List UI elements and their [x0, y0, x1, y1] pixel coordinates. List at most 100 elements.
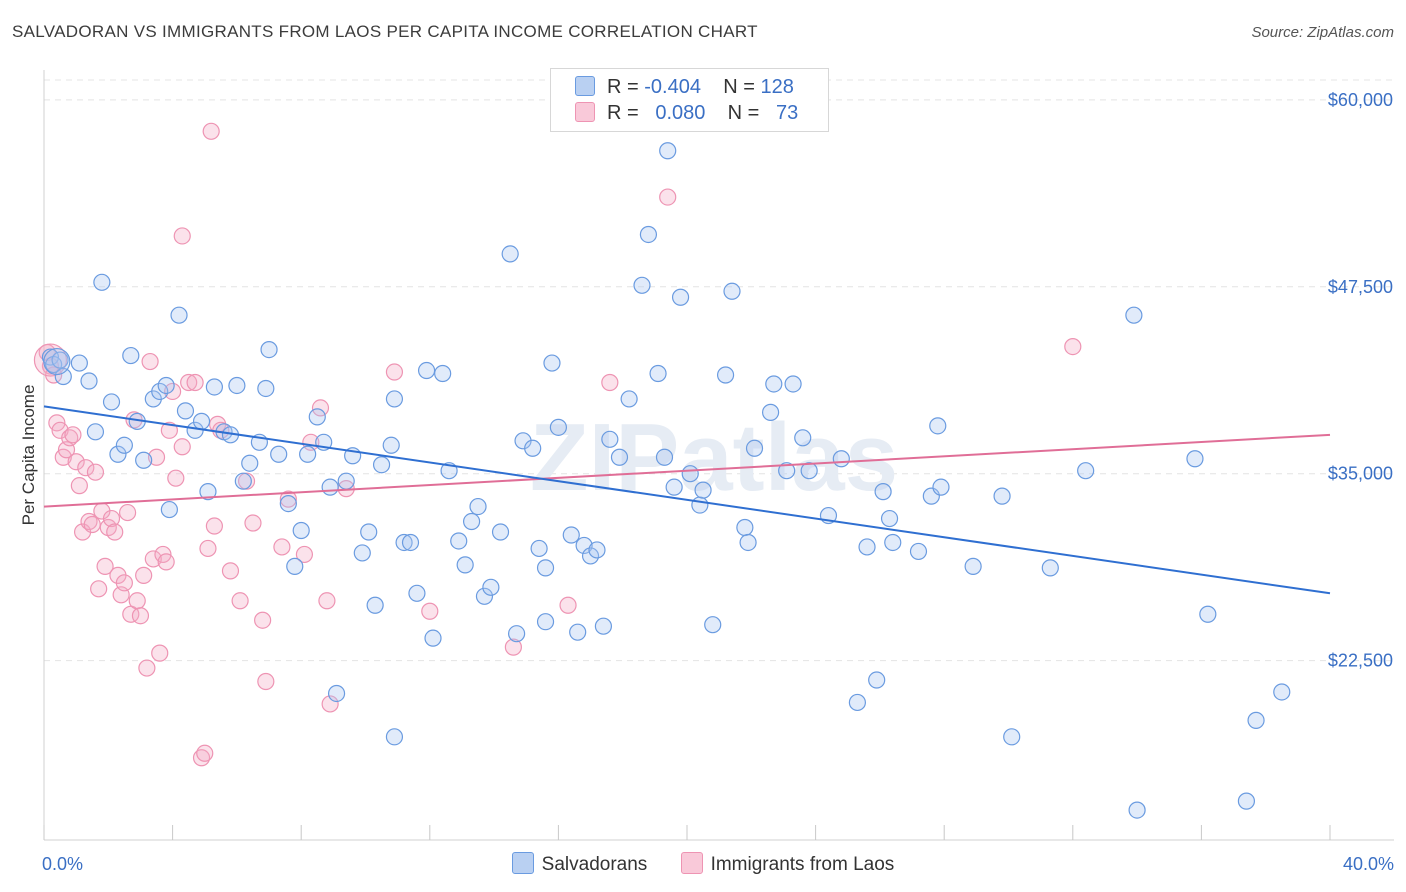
salvadoran-point: [704, 616, 722, 634]
salvadoran-point: [639, 225, 658, 244]
salvadoran-point: [469, 497, 487, 516]
salvadoran-point: [880, 509, 899, 528]
salvadoran-point: [401, 533, 420, 552]
laos-point: [160, 421, 178, 439]
salvadoran-point: [385, 390, 404, 408]
watermark: ZIPatlas: [530, 404, 898, 511]
legend-n-value: 128: [760, 76, 794, 98]
laos-point: [128, 592, 146, 610]
laos-point: [67, 453, 85, 471]
laos-point: [102, 509, 121, 528]
legend-r-value: 0.080: [655, 102, 706, 124]
laos-point: [135, 566, 153, 584]
laos-point: [385, 363, 404, 381]
legend-item-laos: Immigrants from Laos: [680, 852, 894, 876]
legend-label-salvadorans: Salvadorans: [541, 854, 648, 875]
laos-point: [559, 596, 577, 614]
laos-point: [115, 574, 133, 592]
salvadoran-point: [176, 402, 195, 420]
salvadoran-trend-line: [43, 405, 1331, 595]
salvadoran-point: [122, 346, 140, 365]
salvadoran-point: [115, 436, 133, 454]
salvadoran-point: [170, 306, 188, 324]
y-tick-label: $60,000: [1328, 90, 1393, 110]
legend-item-salvadorans: Salvadorans: [511, 852, 648, 876]
salvadoran-point: [569, 623, 587, 641]
salvadoran-point: [665, 478, 683, 496]
laos-point: [83, 515, 101, 534]
laos-point: [1064, 338, 1082, 356]
series-salvadorans-points: [41, 142, 1291, 819]
salvadoran-point: [462, 512, 481, 531]
laos-point: [273, 538, 291, 556]
legend-n-value: 73: [776, 102, 799, 124]
salvadoran-point: [858, 538, 876, 556]
salvadoran-point: [321, 478, 339, 496]
series-legend: Salvadorans Immigrants from Laos: [0, 852, 1406, 876]
salvadoran-point: [54, 367, 72, 386]
salvadoran-point: [353, 544, 371, 562]
y-axis-title: Per Capita Income: [19, 385, 38, 526]
legend-r-label: R =: [607, 76, 639, 98]
salvadoran-point: [765, 375, 783, 393]
salvadoran-point: [594, 617, 613, 635]
laos-point: [164, 382, 182, 401]
salvadoran-point: [848, 693, 866, 712]
salvadoran-point: [337, 472, 355, 490]
salvadoran-point: [257, 379, 275, 398]
salvadoran-point: [649, 364, 667, 383]
salvadoran-point: [205, 378, 223, 396]
laos-point: [157, 553, 175, 571]
y-tick-labels: $22,500 $35,000 $47,500 $60,000: [1328, 90, 1393, 671]
salvadoran-point: [832, 450, 850, 468]
x-tick-label-max: 40.0%: [1343, 854, 1394, 874]
salvadoran-point: [93, 273, 111, 291]
y-tick-label: $22,500: [1328, 651, 1393, 671]
salvadoran-point: [234, 472, 252, 490]
laos-point: [196, 744, 214, 762]
laos-point: [86, 463, 105, 481]
y-tick-label: $35,000: [1328, 464, 1393, 484]
salvadoran-point: [1077, 462, 1095, 480]
salvadoran-point: [491, 523, 510, 541]
salvadoran-point: [1125, 306, 1143, 324]
laos-point: [147, 448, 166, 466]
salvadoran-point: [327, 684, 346, 703]
laos-point: [141, 352, 159, 371]
salvadoran-point: [932, 478, 950, 496]
salvadoran-point: [929, 417, 947, 435]
laos-point: [173, 438, 191, 456]
salvadoran-point: [450, 532, 468, 550]
chart-title: SALVADORAN VS IMMIGRANTS FROM LAOS PER C…: [12, 22, 758, 41]
salvadoran-point: [581, 547, 600, 565]
salvadoran-point: [424, 629, 442, 647]
salvadoran-point: [1128, 801, 1146, 819]
salvadoran-point: [241, 454, 259, 472]
laos-point: [295, 545, 314, 564]
laos-point: [186, 373, 204, 392]
salvadoran-point: [160, 500, 178, 519]
salvadoran-point: [761, 403, 780, 421]
salvadoran-point: [1003, 728, 1021, 746]
stats-legend: R = -0.404 N = 128 R = 0.080 N = 73: [550, 68, 829, 132]
salvadoran-point: [395, 533, 413, 552]
laos-point: [131, 607, 150, 625]
salvadoran-point: [536, 559, 555, 577]
legend-r-value: -0.404: [644, 76, 701, 98]
salvadoran-point: [109, 445, 127, 463]
salvadoran-point: [909, 542, 928, 561]
salvadoran-point: [299, 445, 317, 463]
laos-point: [318, 592, 336, 610]
laos-point: [321, 695, 339, 713]
salvadoran-point: [292, 521, 310, 540]
salvadoran-point: [575, 536, 593, 555]
laos-point: [64, 426, 82, 444]
legend-swatch-pink: [680, 852, 703, 874]
laos-point: [144, 550, 162, 568]
salvadoran-point: [694, 481, 712, 499]
laos-point: [90, 580, 108, 598]
salvadoran-point: [86, 423, 105, 441]
legend-swatch-pink: [575, 102, 595, 122]
laos-point: [138, 659, 156, 677]
